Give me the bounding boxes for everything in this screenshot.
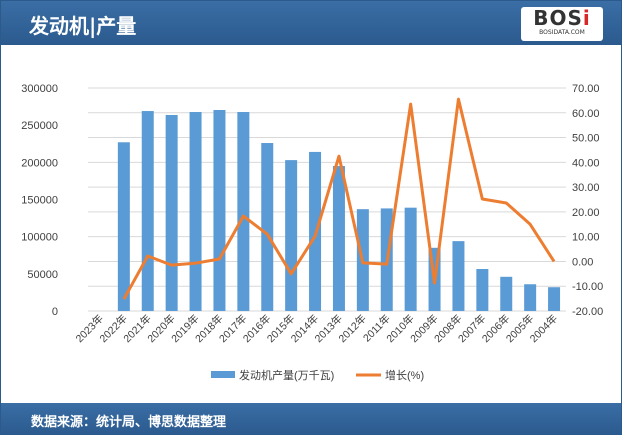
bar-2022年	[117, 142, 130, 311]
header-bar: 发动机|产量 BOSi BOSIDATA.COM	[1, 1, 621, 45]
bar-2013年	[332, 166, 345, 311]
bar-2006年	[500, 276, 513, 311]
left-tick-label: 200000	[21, 157, 58, 169]
right-tick-label: 30.00	[572, 182, 600, 194]
left-tick-label: 0	[52, 306, 58, 318]
left-tick-label: 100000	[21, 232, 58, 244]
right-tick-label: 20.00	[572, 207, 600, 219]
data-source: 数据来源：统计局、博思数据整理	[31, 415, 227, 430]
footer-bar: 数据来源：统计局、博思数据整理	[1, 403, 621, 435]
right-tick-label: 0.00	[572, 256, 593, 268]
bosi-logo: BOSi BOSIDATA.COM	[521, 7, 603, 41]
bar-2005年	[524, 284, 537, 311]
legend-bar-label: 发动机产量(万千瓦)	[239, 368, 334, 382]
left-tick-label: 300000	[21, 83, 58, 95]
bar-2015年	[285, 160, 298, 311]
right-tick-label: 60.00	[572, 108, 600, 120]
left-tick-label: 50000	[27, 269, 58, 281]
legend-line-label: 增长(%)	[385, 368, 424, 382]
bar-2018年	[213, 110, 226, 311]
right-tick-label: -10.00	[572, 281, 603, 293]
bar-2017年	[237, 112, 250, 311]
right-tick-label: 70.00	[572, 83, 600, 95]
bar-2016年	[261, 143, 274, 311]
bar-2004年	[548, 287, 561, 311]
bar-2007年	[476, 269, 489, 311]
right-tick-label: -20.00	[572, 306, 603, 318]
right-tick-label: 10.00	[572, 232, 600, 244]
bar-2008年	[452, 241, 465, 311]
page-title: 发动机|产量	[29, 14, 137, 38]
left-tick-label: 150000	[21, 195, 58, 207]
combo-chart: -20.00 -10.00 0.00 10.00 20.00 30.00 40.00 50.0…	[21, 83, 603, 382]
legend-bar-swatch	[211, 371, 235, 378]
bar-2019年	[189, 112, 202, 311]
bar-2020年	[165, 114, 178, 311]
bar-2021年	[141, 111, 154, 311]
right-tick-label: 40.00	[572, 157, 600, 169]
bar-2010年	[404, 207, 417, 311]
left-tick-label: 250000	[21, 120, 58, 132]
right-tick-label: 50.00	[572, 133, 600, 145]
